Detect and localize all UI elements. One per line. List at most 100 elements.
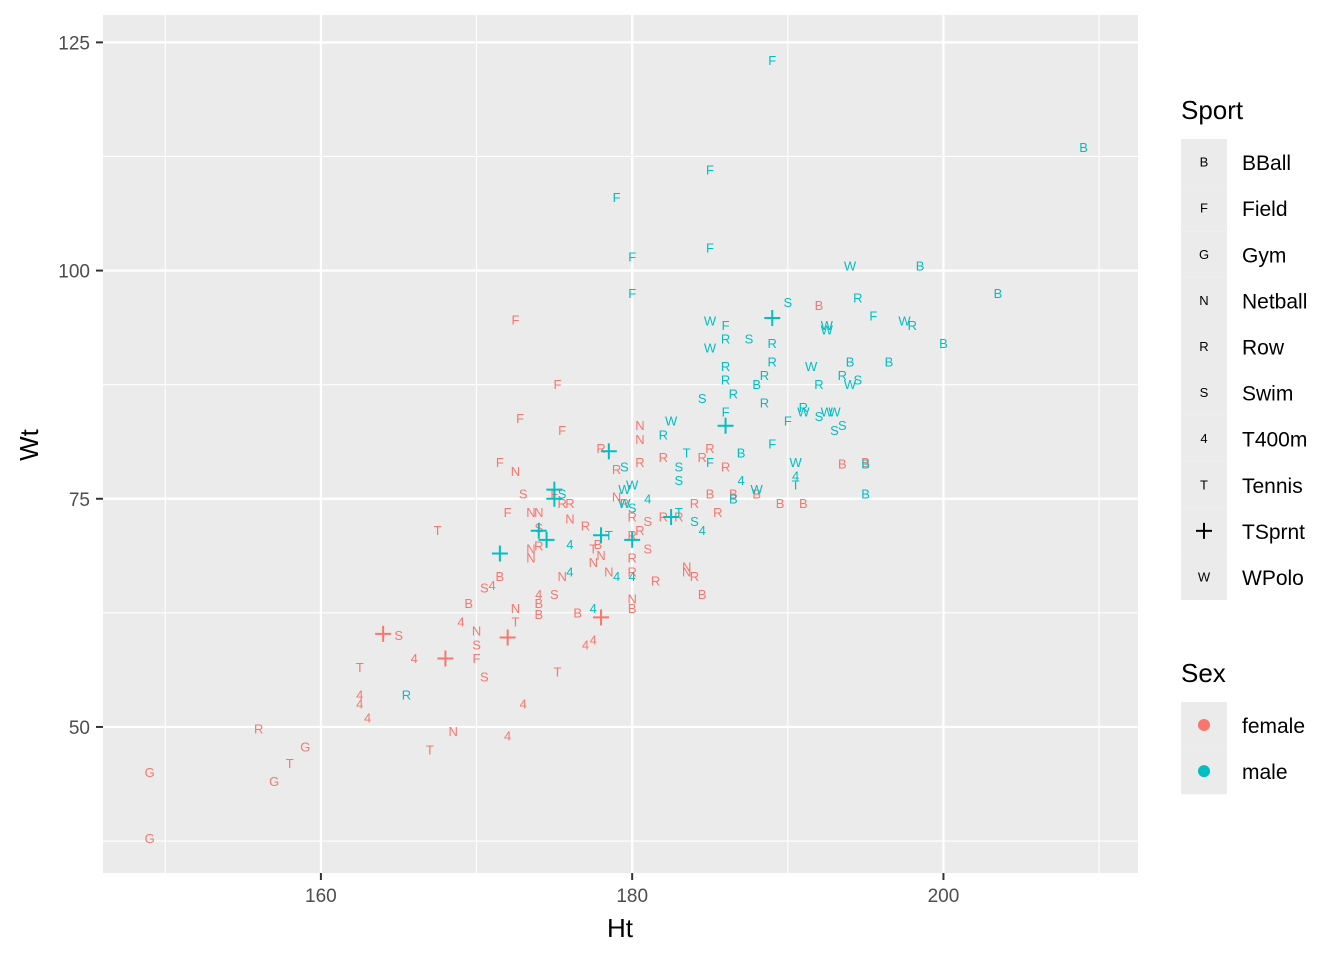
data-point: S bbox=[830, 423, 839, 438]
data-point bbox=[375, 625, 392, 642]
data-point: F bbox=[553, 377, 561, 392]
legend-key-bg bbox=[1181, 553, 1227, 600]
data-point: 4 bbox=[566, 564, 573, 579]
data-point: W bbox=[821, 322, 834, 337]
data-point: S bbox=[480, 669, 489, 684]
x-tick-label: 180 bbox=[616, 886, 648, 907]
data-point: T bbox=[675, 505, 683, 520]
data-point: R bbox=[690, 569, 699, 584]
data-point: B bbox=[861, 455, 870, 470]
data-point: F bbox=[869, 309, 877, 324]
legend-color-dot bbox=[1198, 765, 1210, 778]
data-point: T bbox=[286, 756, 294, 771]
data-point: R bbox=[659, 450, 668, 465]
data-point: R bbox=[635, 455, 644, 470]
data-point: F bbox=[516, 411, 524, 426]
data-point: N bbox=[472, 624, 481, 639]
data-point: R bbox=[908, 318, 917, 333]
legend-sport-label: T400m bbox=[1242, 429, 1307, 452]
legend-sex-label: male bbox=[1242, 761, 1288, 784]
data-point: R bbox=[729, 386, 738, 401]
data-point: 4 bbox=[364, 710, 371, 725]
data-point: F bbox=[558, 423, 566, 438]
data-point: N bbox=[596, 548, 605, 563]
data-point: S bbox=[394, 628, 403, 643]
data-point: B bbox=[885, 354, 894, 369]
data-point: B bbox=[573, 605, 582, 620]
data-point: N bbox=[589, 555, 598, 570]
data-point: R bbox=[760, 368, 769, 383]
data-point: R bbox=[612, 462, 621, 477]
data-point: 4 bbox=[488, 578, 495, 593]
major-gridlines bbox=[103, 15, 1138, 873]
data-point: B bbox=[861, 487, 870, 502]
data-point: R bbox=[635, 523, 644, 538]
data-point: B bbox=[534, 607, 543, 622]
data-point: F bbox=[784, 414, 792, 429]
data-point: F bbox=[511, 312, 519, 327]
data-point: 4 bbox=[699, 523, 706, 538]
data-point: R bbox=[620, 496, 629, 511]
data-point: R bbox=[627, 510, 636, 525]
data-point: W bbox=[805, 359, 818, 374]
legend-sport-label: TSprnt bbox=[1242, 521, 1305, 544]
data-point: R bbox=[721, 373, 730, 388]
data-point: N bbox=[534, 505, 543, 520]
data-point: N bbox=[682, 560, 691, 575]
data-point: S bbox=[558, 487, 567, 502]
legend-key-symbol: W bbox=[1198, 569, 1211, 584]
data-point bbox=[546, 490, 563, 507]
data-point: R bbox=[690, 496, 699, 511]
data-point: F bbox=[496, 455, 504, 470]
data-point: N bbox=[635, 432, 644, 447]
data-point: B bbox=[752, 487, 761, 502]
data-point: N bbox=[526, 551, 535, 566]
data-point: R bbox=[814, 377, 823, 392]
data-point: W bbox=[821, 405, 834, 420]
data-point: R bbox=[721, 359, 730, 374]
data-point: R bbox=[721, 459, 730, 474]
x-tick-label: 160 bbox=[305, 886, 337, 907]
data-point bbox=[437, 650, 454, 667]
data-point: 4 bbox=[535, 587, 542, 602]
data-point: S bbox=[838, 418, 847, 433]
data-point: S bbox=[690, 514, 699, 529]
data-point: 4 bbox=[356, 688, 363, 703]
legend-key-symbol: G bbox=[1199, 247, 1209, 262]
data-point: T bbox=[792, 478, 800, 493]
data-point bbox=[600, 443, 617, 460]
legend-sport-keys: B BBall F Field G Gym N Netball R Row S Swim 4 T400m T… bbox=[1181, 139, 1307, 600]
legend-key-symbol: 4 bbox=[1200, 431, 1207, 446]
legend-sport-title: Sport bbox=[1181, 95, 1244, 125]
data-point: B bbox=[994, 286, 1003, 301]
data-point: G bbox=[269, 774, 279, 789]
legend-sex-keys: female male bbox=[1181, 702, 1305, 795]
data-point: B bbox=[729, 491, 738, 506]
data-point: G bbox=[145, 765, 155, 780]
data-point: W bbox=[618, 482, 631, 497]
data-point: S bbox=[550, 587, 559, 602]
data-point: B bbox=[799, 496, 808, 511]
data-point bbox=[530, 522, 547, 539]
data-point: N bbox=[526, 541, 535, 556]
legend-key-symbol: T bbox=[1200, 477, 1208, 492]
data-point: S bbox=[620, 459, 629, 474]
data-point: N bbox=[612, 489, 621, 504]
data-point: 4 bbox=[792, 468, 799, 483]
data-point: B bbox=[698, 587, 707, 602]
x-axis-title: Ht bbox=[607, 913, 634, 943]
plot-panel bbox=[103, 15, 1138, 873]
legend-key-bg bbox=[1181, 231, 1227, 278]
data-point: T bbox=[511, 614, 519, 629]
legend-sport-label: Gym bbox=[1242, 244, 1286, 267]
y-tick-label: 75 bbox=[69, 490, 90, 511]
legend-sport-label: Tennis bbox=[1242, 475, 1303, 498]
data-point: F bbox=[706, 455, 714, 470]
data-point: F bbox=[706, 163, 714, 178]
legend-sport-label: Swim bbox=[1242, 383, 1293, 406]
data-point: B bbox=[706, 487, 715, 502]
data-point: B bbox=[1079, 140, 1088, 155]
legend-key-bg bbox=[1181, 415, 1227, 462]
data-point: B bbox=[776, 496, 785, 511]
data-point: G bbox=[145, 831, 155, 846]
